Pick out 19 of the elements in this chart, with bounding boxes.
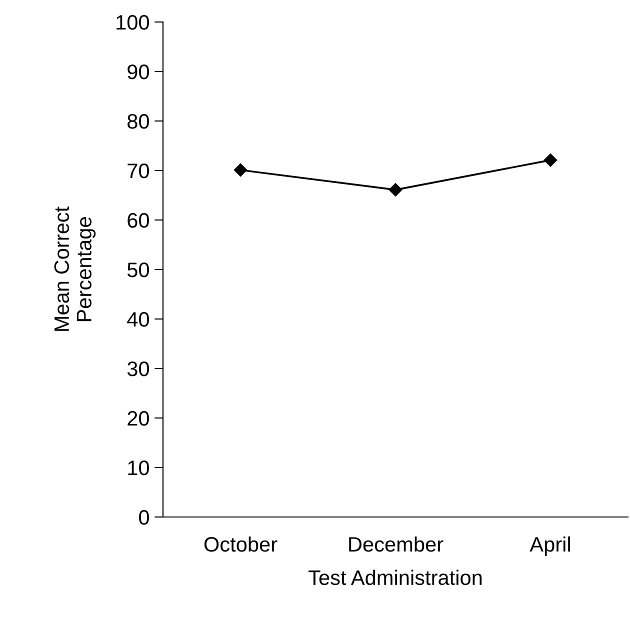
y-tick-label: 100 <box>116 15 149 30</box>
y-tick-label: 90 <box>128 64 149 80</box>
x-tick-label: December <box>349 536 444 552</box>
x-tick-label: April <box>530 536 570 556</box>
y-tick-label: 0 <box>139 510 149 525</box>
y-tick-label: 40 <box>127 312 149 327</box>
y-tick-label: 30 <box>127 362 149 376</box>
point <box>234 163 248 177</box>
point <box>544 154 558 167</box>
y-axis-title: Mean Correct Percentage <box>54 206 96 331</box>
x-tick-label: October <box>204 536 278 552</box>
y-tick-label: 60 <box>128 213 149 228</box>
y-tick-label: 20 <box>128 411 149 426</box>
x-axis-title: Test Administration <box>308 570 482 586</box>
y-tick-label: 80 <box>128 114 149 129</box>
y-tick-label: 10 <box>128 460 149 476</box>
y-tick-label: 50 <box>127 262 149 278</box>
y-tick-label: 70 <box>128 164 149 178</box>
point <box>388 183 402 196</box>
